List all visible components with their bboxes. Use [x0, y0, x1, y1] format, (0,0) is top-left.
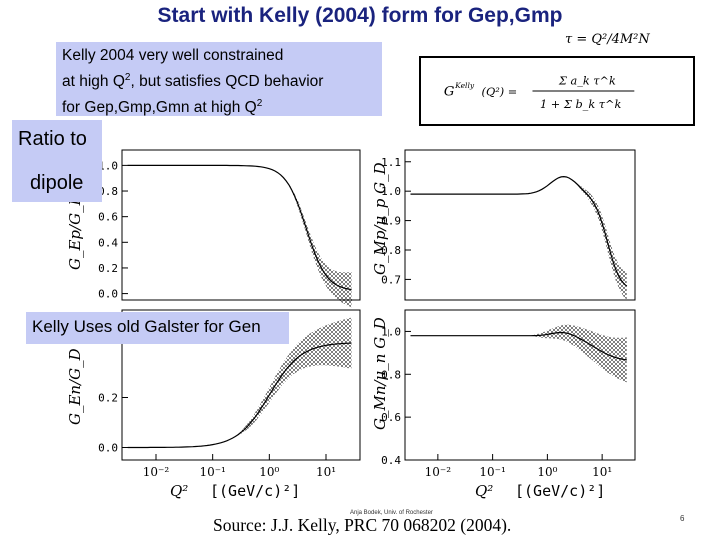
gen-tick-label: 0.0: [98, 442, 118, 455]
x-tick-label: 10⁰: [537, 465, 557, 479]
gen-ylabel: G_En/G_D: [66, 348, 84, 425]
xlabel-q2-left: Q²: [170, 482, 188, 500]
kelly-line-3: for Gep,Gmp,Gmn at high Q2: [62, 98, 263, 117]
gep-tick-label: 0.0: [98, 288, 118, 301]
x-tick-label: 10⁻²: [143, 465, 170, 479]
gep-tick-label: 0.4: [98, 236, 118, 249]
gmp-tick-label: 1.0: [381, 185, 401, 198]
kelly-description-box: Kelly 2004 very well constrained at high…: [56, 42, 382, 116]
credit-text: Anja Bodek, Univ. of Rochester: [350, 510, 433, 516]
gep-tick-label: 0.6: [98, 211, 118, 224]
kelly-formula-box: G Kelly (Q²) = Σ a_k τ^k 1 + Σ b_k τ^k: [419, 56, 695, 126]
x-tick-label: 10⁻¹: [199, 465, 225, 479]
ratio-label-1: Ratio to: [18, 128, 87, 150]
formula-numerator: Σ a_k τ^k: [558, 74, 616, 87]
formula-lhs-arg: (Q²) =: [482, 86, 518, 99]
gep-tick-label: 0.2: [98, 262, 118, 275]
form-factor-plots: G_Ep/G_D 1.0 0.8 0.6 0.4 0.2 0.0 G_Mp/μ_p G_D…: [66, 149, 636, 500]
formula-lhs-sup: Kelly: [454, 81, 475, 90]
gmp-tick-label: 0.9: [381, 215, 401, 228]
formula-lhs: G: [444, 85, 455, 100]
formula-denominator: 1 + Σ b_k τ^k: [540, 98, 621, 111]
x-tick-label: 10⁰: [259, 465, 279, 479]
gmp-ylabel: G_Mp/μ_p G_D: [371, 162, 389, 275]
panel-gep: G_Ep/G_D 1.0 0.8 0.6 0.4 0.2 0.0: [66, 149, 361, 308]
tau-formula: τ = Q²/4M²N: [565, 32, 650, 47]
x-tick-label: 10⁻¹: [479, 465, 505, 479]
galster-label-box: Kelly Uses old Galster for Gen: [26, 312, 289, 344]
x-tick-label: 10¹: [592, 465, 612, 479]
gep-tick-label: 0.8: [98, 185, 118, 198]
gmp-tick-label: 0.8: [381, 244, 401, 257]
source-citation: Source: J.J. Kelly, PRC 70 068202 (2004)…: [213, 515, 512, 535]
x-tick-label: 10¹: [316, 465, 336, 479]
gmn-tick-label: 0.4: [381, 454, 401, 467]
gmn-ylabel: G_Mn/μ_n G_D: [371, 317, 389, 430]
xlabel-units-left: [(GeV/c)²]: [210, 482, 300, 500]
gen-tick-label: 0.2: [98, 392, 118, 405]
gmn-tick-label: 0.8: [381, 368, 401, 381]
page-number: 6: [680, 514, 685, 523]
gmp-tick-label: 1.1: [381, 156, 401, 169]
gmn-tick-label: 1.0: [381, 325, 401, 338]
x-tick-label: 10⁻²: [425, 465, 452, 479]
ratio-to-dipole-box: Ratio to dipole: [12, 120, 102, 202]
gep-tick-label: 1.0: [98, 159, 118, 172]
slide-title: Start with Kelly (2004) form for Gep,Gmp: [157, 4, 563, 27]
gmn-tick-label: 0.6: [381, 411, 401, 424]
panel-gmn: G_Mn/μ_n G_D 1.0 0.8 0.6 0.4: [371, 309, 636, 467]
kelly-line-2: at high Q2, but satisfies QCD behavior: [62, 72, 324, 91]
kelly-line-1: Kelly 2004 very well constrained: [62, 47, 284, 64]
ratio-label-2: dipole: [30, 172, 84, 194]
xlabel-units-right: [(GeV/c)²]: [515, 482, 605, 500]
gep-ylabel: G_Ep/G_D: [66, 193, 84, 270]
panel-gen: G_En/G_D 0.2 0.0: [66, 309, 361, 461]
panel-gmp: G_Mp/μ_p G_D 1.1 1.0 0.9 0.8 0.7: [371, 149, 636, 301]
gmp-tick-label: 0.7: [381, 273, 401, 286]
xlabel-q2-right: Q²: [475, 482, 493, 500]
